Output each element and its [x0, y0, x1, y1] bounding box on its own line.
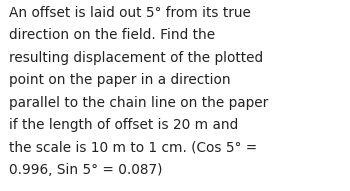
Text: if the length of offset is 20 m and: if the length of offset is 20 m and	[9, 118, 238, 132]
Text: An offset is laid out 5° from its true: An offset is laid out 5° from its true	[9, 6, 251, 20]
Text: resulting displacement of the plotted: resulting displacement of the plotted	[9, 51, 263, 65]
Text: direction on the field. Find the: direction on the field. Find the	[9, 28, 215, 42]
Text: the scale is 10 m to 1 cm. (Cos 5° =: the scale is 10 m to 1 cm. (Cos 5° =	[9, 141, 257, 155]
Text: parallel to the chain line on the paper: parallel to the chain line on the paper	[9, 96, 268, 110]
Text: point on the paper in a direction: point on the paper in a direction	[9, 73, 230, 87]
Text: 0.996, Sin 5° = 0.087): 0.996, Sin 5° = 0.087)	[9, 163, 162, 177]
